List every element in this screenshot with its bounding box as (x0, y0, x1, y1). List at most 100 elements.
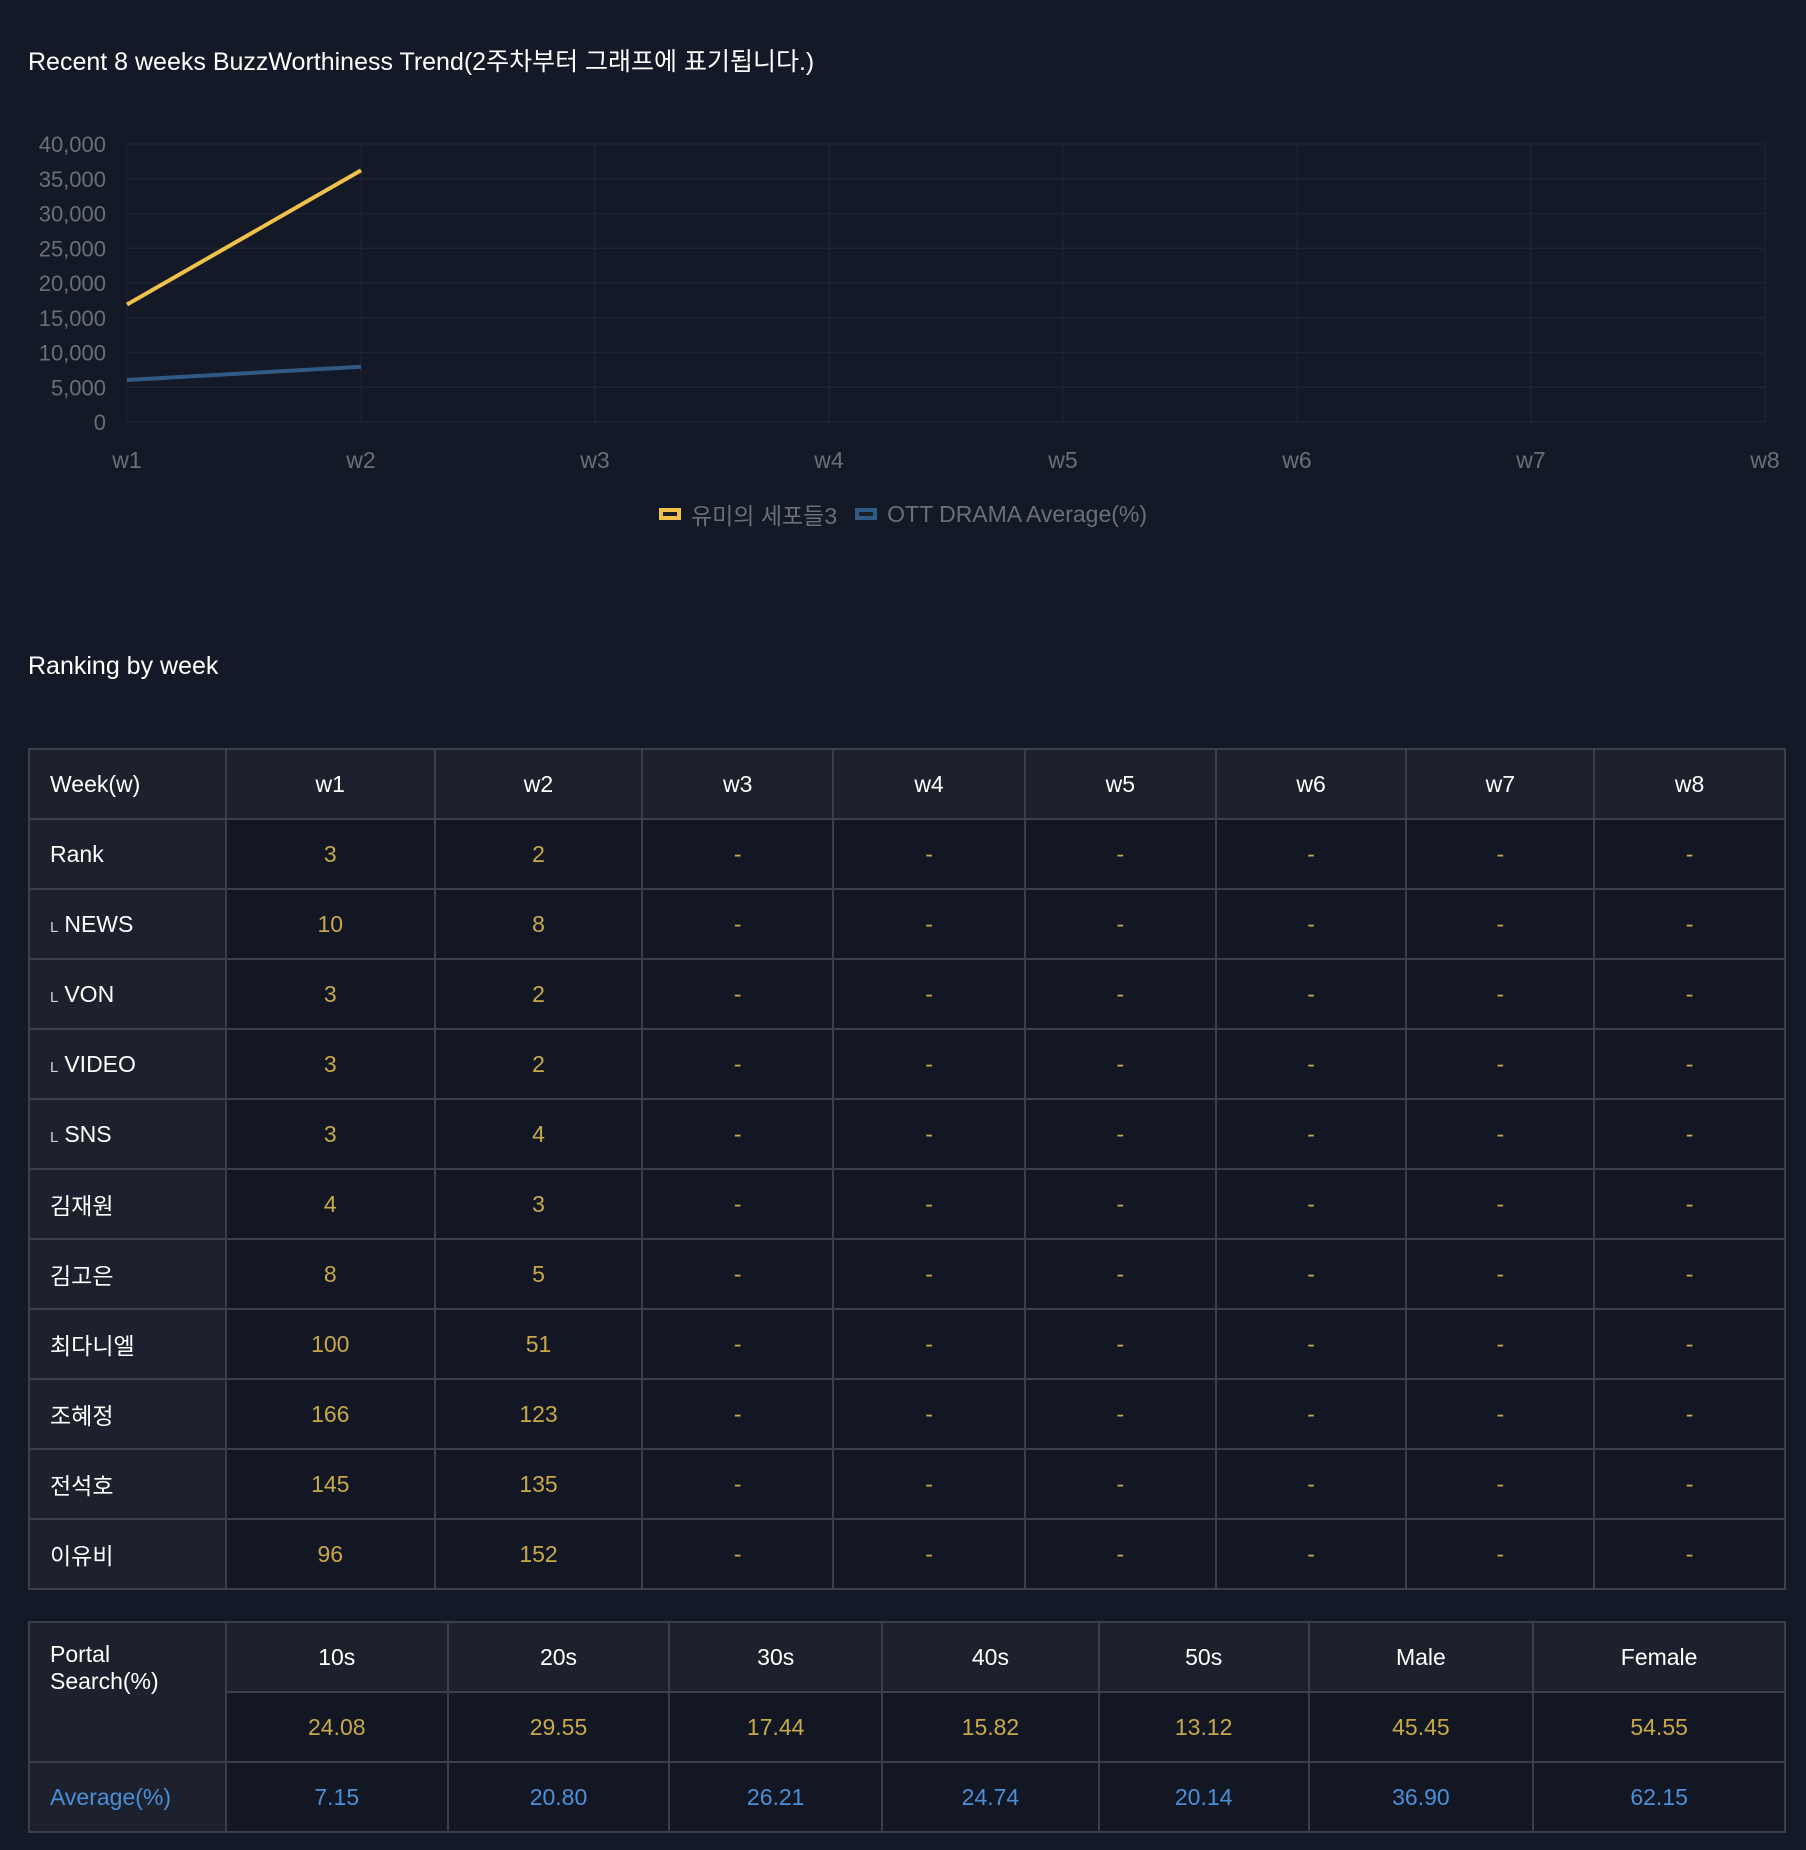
portal-value-cell: 54.55 (1532, 1691, 1786, 1763)
rank-cell: - (1023, 888, 1217, 960)
rank-cell: - (1023, 1308, 1217, 1380)
week-header: w1 (224, 748, 436, 820)
rank-cell: 51 (433, 1308, 644, 1380)
demographic-header: 10s (224, 1621, 449, 1693)
rank-cell: - (1023, 818, 1217, 890)
average-value-cell: 24.74 (881, 1761, 1100, 1833)
table-row: Rank 3 2- - - - - - (28, 818, 1786, 890)
portal-values-row: 24.08 29.55 17.44 15.82 13.12 45.45 54.55 (29, 1691, 1786, 1763)
rank-cell: - (1023, 1448, 1217, 1520)
rank-cell: - (641, 958, 835, 1030)
week-label-header: Week(w) (28, 748, 227, 820)
demographic-header: 20s (446, 1621, 671, 1693)
row-label-text: VIDEO (64, 1050, 136, 1077)
table-row: 최다니엘 100 51- - - - - - (28, 1308, 1786, 1380)
legend-item[interactable]: OTT DRAMA Average(%) (855, 497, 1147, 531)
rank-cell: 96 (224, 1518, 436, 1590)
week-header: w3 (641, 748, 835, 820)
rank-cell: - (1023, 1168, 1217, 1240)
rank-cell: 166 (224, 1378, 436, 1450)
rank-cell: 2 (433, 958, 644, 1030)
demographic-header: 50s (1097, 1621, 1310, 1693)
row-label: Rank (28, 818, 227, 890)
table-row: 전석호 145 135- - - - - - (28, 1448, 1786, 1520)
series-line-0 (126, 168, 362, 307)
portal-search-label: Portal Search(%) (28, 1621, 227, 1763)
rank-cell: 145 (224, 1448, 436, 1520)
rank-cell: - (1405, 1098, 1596, 1170)
average-value-cell: 26.21 (668, 1761, 884, 1833)
row-label-text: 이유비 (50, 1543, 114, 1569)
row-label-text: SNS (64, 1120, 112, 1147)
rank-cell: - (641, 1168, 835, 1240)
rank-cell: - (1593, 1518, 1786, 1590)
y-tick-label: 30,000 (39, 202, 106, 227)
rank-cell: - (1023, 1518, 1217, 1590)
y-tick-label: 0 (94, 410, 106, 435)
ranking-title: Ranking by week (28, 652, 219, 680)
rank-cell: - (832, 1168, 1026, 1240)
portal-header-row: Portal Search(%) 10s 20s 30s 40s 50s Male Femal… (28, 1621, 1786, 1763)
demographic-header: 40s (881, 1621, 1100, 1693)
legend-swatch-icon (855, 508, 878, 520)
rank-cell: - (641, 1098, 835, 1170)
row-label: 이유비 (28, 1518, 227, 1590)
row-label: 최다니엘 (28, 1308, 227, 1380)
row-label-text: Rank (50, 840, 104, 867)
rank-cell: - (1214, 1098, 1408, 1170)
portal-value-cell: 24.08 (224, 1691, 449, 1763)
rank-cell: - (832, 1098, 1026, 1170)
rank-cell: - (1593, 1238, 1786, 1310)
rank-cell: - (641, 818, 835, 890)
rank-cell: - (1023, 1028, 1217, 1100)
week-header: w7 (1405, 748, 1596, 820)
rank-cell: 8 (224, 1238, 436, 1310)
rank-cell: - (1593, 1378, 1786, 1450)
row-label: L SNS (28, 1098, 227, 1170)
rank-cell: 8 (433, 888, 644, 960)
table-row: L NEWS 10 8- - - - - - (28, 888, 1786, 960)
rank-cell: 3 (224, 1028, 436, 1100)
rank-cell: - (1214, 958, 1408, 1030)
rank-cell: - (1405, 1448, 1596, 1520)
demographic-header: 30s (668, 1621, 884, 1693)
rank-cell: - (641, 1308, 835, 1380)
portal-value-cell: 45.45 (1307, 1691, 1535, 1763)
portal-value-cell: 29.55 (446, 1691, 671, 1763)
rank-cell: 10 (224, 888, 436, 960)
x-tick-label: w6 (1281, 447, 1311, 473)
average-label: Average(%) (28, 1761, 227, 1833)
legend-swatch-icon (658, 508, 681, 520)
rank-cell: - (1023, 1098, 1217, 1170)
rank-cell: - (1023, 1238, 1217, 1310)
rank-cell: - (1593, 1168, 1786, 1240)
rank-cell: - (1214, 1028, 1408, 1100)
x-tick-label: w2 (345, 447, 375, 473)
row-label: 전석호 (28, 1448, 227, 1520)
x-tick-label: w1 (111, 447, 141, 473)
rank-cell: - (1593, 958, 1786, 1030)
row-label: L VIDEO (28, 1028, 227, 1100)
rank-cell: - (1593, 1448, 1786, 1520)
rank-cell: 4 (433, 1098, 644, 1170)
rank-cell: - (832, 1448, 1026, 1520)
rank-cell: 4 (224, 1168, 436, 1240)
rank-cell: - (1214, 888, 1408, 960)
rank-cell: - (1405, 818, 1596, 890)
legend-item[interactable]: 유미의 세포들3 (658, 497, 837, 531)
average-value-cell: 36.90 (1307, 1761, 1535, 1833)
x-tick-label: w4 (813, 447, 844, 473)
rank-cell: 3 (224, 958, 436, 1030)
y-tick-label: 25,000 (39, 236, 106, 261)
rank-cell: - (641, 1238, 835, 1310)
x-tick-label: w8 (1749, 447, 1779, 473)
rank-cell: - (1593, 1098, 1786, 1170)
rank-cell: - (832, 1518, 1026, 1590)
rank-cell: - (641, 1378, 835, 1450)
rank-cell: - (641, 1518, 835, 1590)
row-label: L NEWS (28, 888, 227, 960)
rank-cell: - (1023, 1378, 1217, 1450)
rank-cell: 100 (224, 1308, 436, 1380)
portal-value-cell: 15.82 (881, 1691, 1100, 1763)
sub-item-icon: L (50, 988, 59, 1006)
